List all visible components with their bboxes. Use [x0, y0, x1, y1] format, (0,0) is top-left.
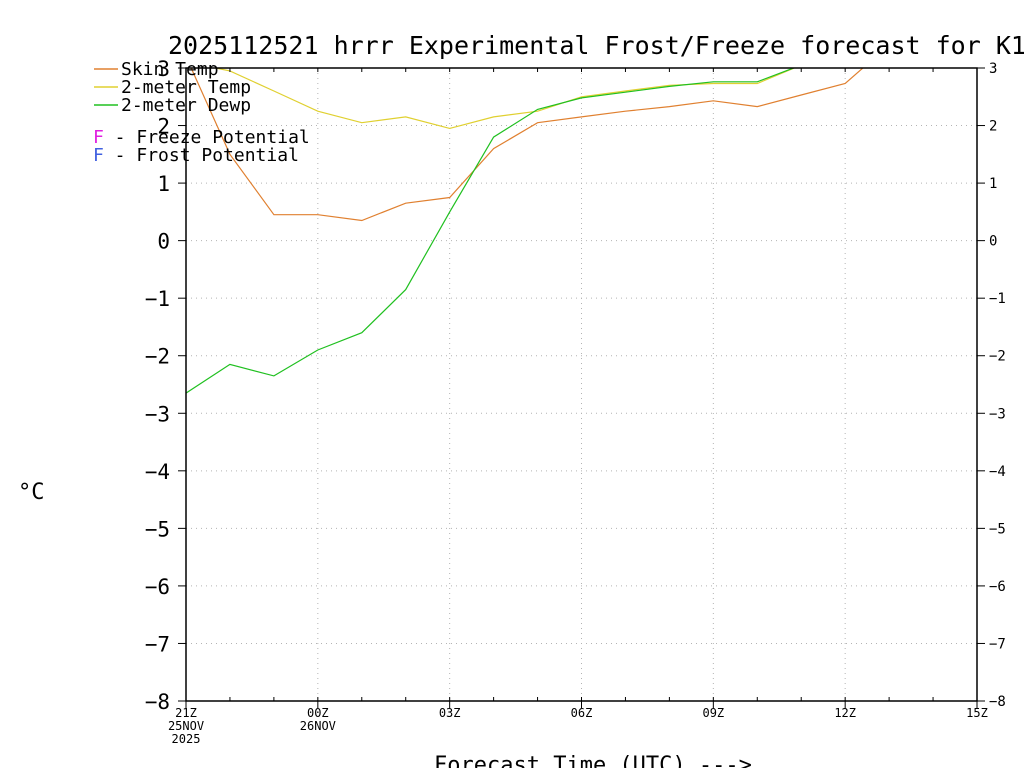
right-y-tick-label: −3 — [989, 406, 1006, 422]
series-line-2-meter-temp — [212, 68, 796, 130]
x-tick-label: 15Z — [966, 706, 988, 720]
left-y-tick-label: 0 — [157, 230, 170, 254]
x-tick-label: 03Z — [439, 706, 461, 720]
right-y-tick-label: 3 — [989, 61, 997, 77]
left-y-tick-label: −7 — [145, 632, 170, 656]
left-y-tick-label: −2 — [145, 345, 170, 369]
potential-text: - Frost Potential — [104, 145, 299, 166]
legend-label: 2-meter Dewp — [121, 95, 251, 116]
right-y-tick-label: −5 — [989, 521, 1006, 537]
right-y-tick-label: −6 — [989, 579, 1006, 595]
x-tick-label: 25NOV — [168, 719, 204, 733]
potential-text: - Freeze Potential — [104, 127, 310, 148]
potential-marker: F — [93, 145, 104, 166]
left-y-tick-label: 3 — [157, 57, 170, 81]
x-axis-label: Forecast Time (UTC) ---> — [434, 753, 752, 768]
x-tick-label: 06Z — [571, 706, 593, 720]
axis-ticks — [178, 67, 985, 708]
potential-legend-entry: F - Freeze Potential — [93, 127, 310, 148]
y-axis-label: °C — [18, 480, 45, 505]
x-tick-label: 2025 — [172, 732, 201, 746]
left-y-tick-labels: −8 −7 −6 −5 −4 −3 −2 −1 0 1 2 3 — [145, 57, 170, 714]
right-y-tick-labels: −8 −7 −6 −5 −4 −3 −2 −1 0 1 2 3 — [989, 61, 1006, 710]
x-tick-label: 09Z — [702, 706, 724, 720]
left-y-tick-label: −3 — [145, 402, 170, 426]
right-y-tick-label: 0 — [989, 234, 997, 250]
series-line-skin-temp — [190, 68, 864, 222]
left-y-tick-label: 2 — [157, 115, 170, 139]
left-y-tick-label: −8 — [145, 690, 170, 714]
x-tick-label: 12Z — [834, 706, 856, 720]
left-y-tick-label: −1 — [145, 287, 170, 311]
right-y-tick-label: 2 — [989, 119, 997, 135]
right-y-tick-label: −4 — [989, 464, 1006, 480]
legend-label: Skin Temp — [121, 59, 219, 80]
left-y-tick-label: 1 — [157, 172, 170, 196]
left-y-tick-label: −6 — [145, 575, 170, 599]
right-y-tick-label: −1 — [989, 291, 1006, 307]
chart-title: 2025112521 hrrr Experimental Frost/Freez… — [168, 31, 1024, 60]
x-tick-label: 26NOV — [300, 719, 336, 733]
x-tick-label: 21Z — [175, 706, 197, 720]
left-y-tick-label: −4 — [145, 460, 170, 484]
right-y-tick-label: 1 — [989, 176, 997, 192]
right-y-tick-label: −8 — [989, 694, 1006, 710]
left-y-tick-label: −5 — [145, 517, 170, 541]
right-y-tick-label: −2 — [989, 349, 1006, 365]
x-tick-label: 00Z — [307, 706, 329, 720]
grid — [186, 68, 977, 701]
legend-label: 2-meter Temp — [121, 77, 251, 98]
series-line-2-meter-dewp — [186, 68, 796, 394]
series-layer — [186, 68, 864, 394]
right-y-tick-label: −7 — [989, 636, 1006, 652]
potential-legend-entry: F - Frost Potential — [93, 145, 299, 166]
potential-marker: F — [93, 127, 104, 148]
